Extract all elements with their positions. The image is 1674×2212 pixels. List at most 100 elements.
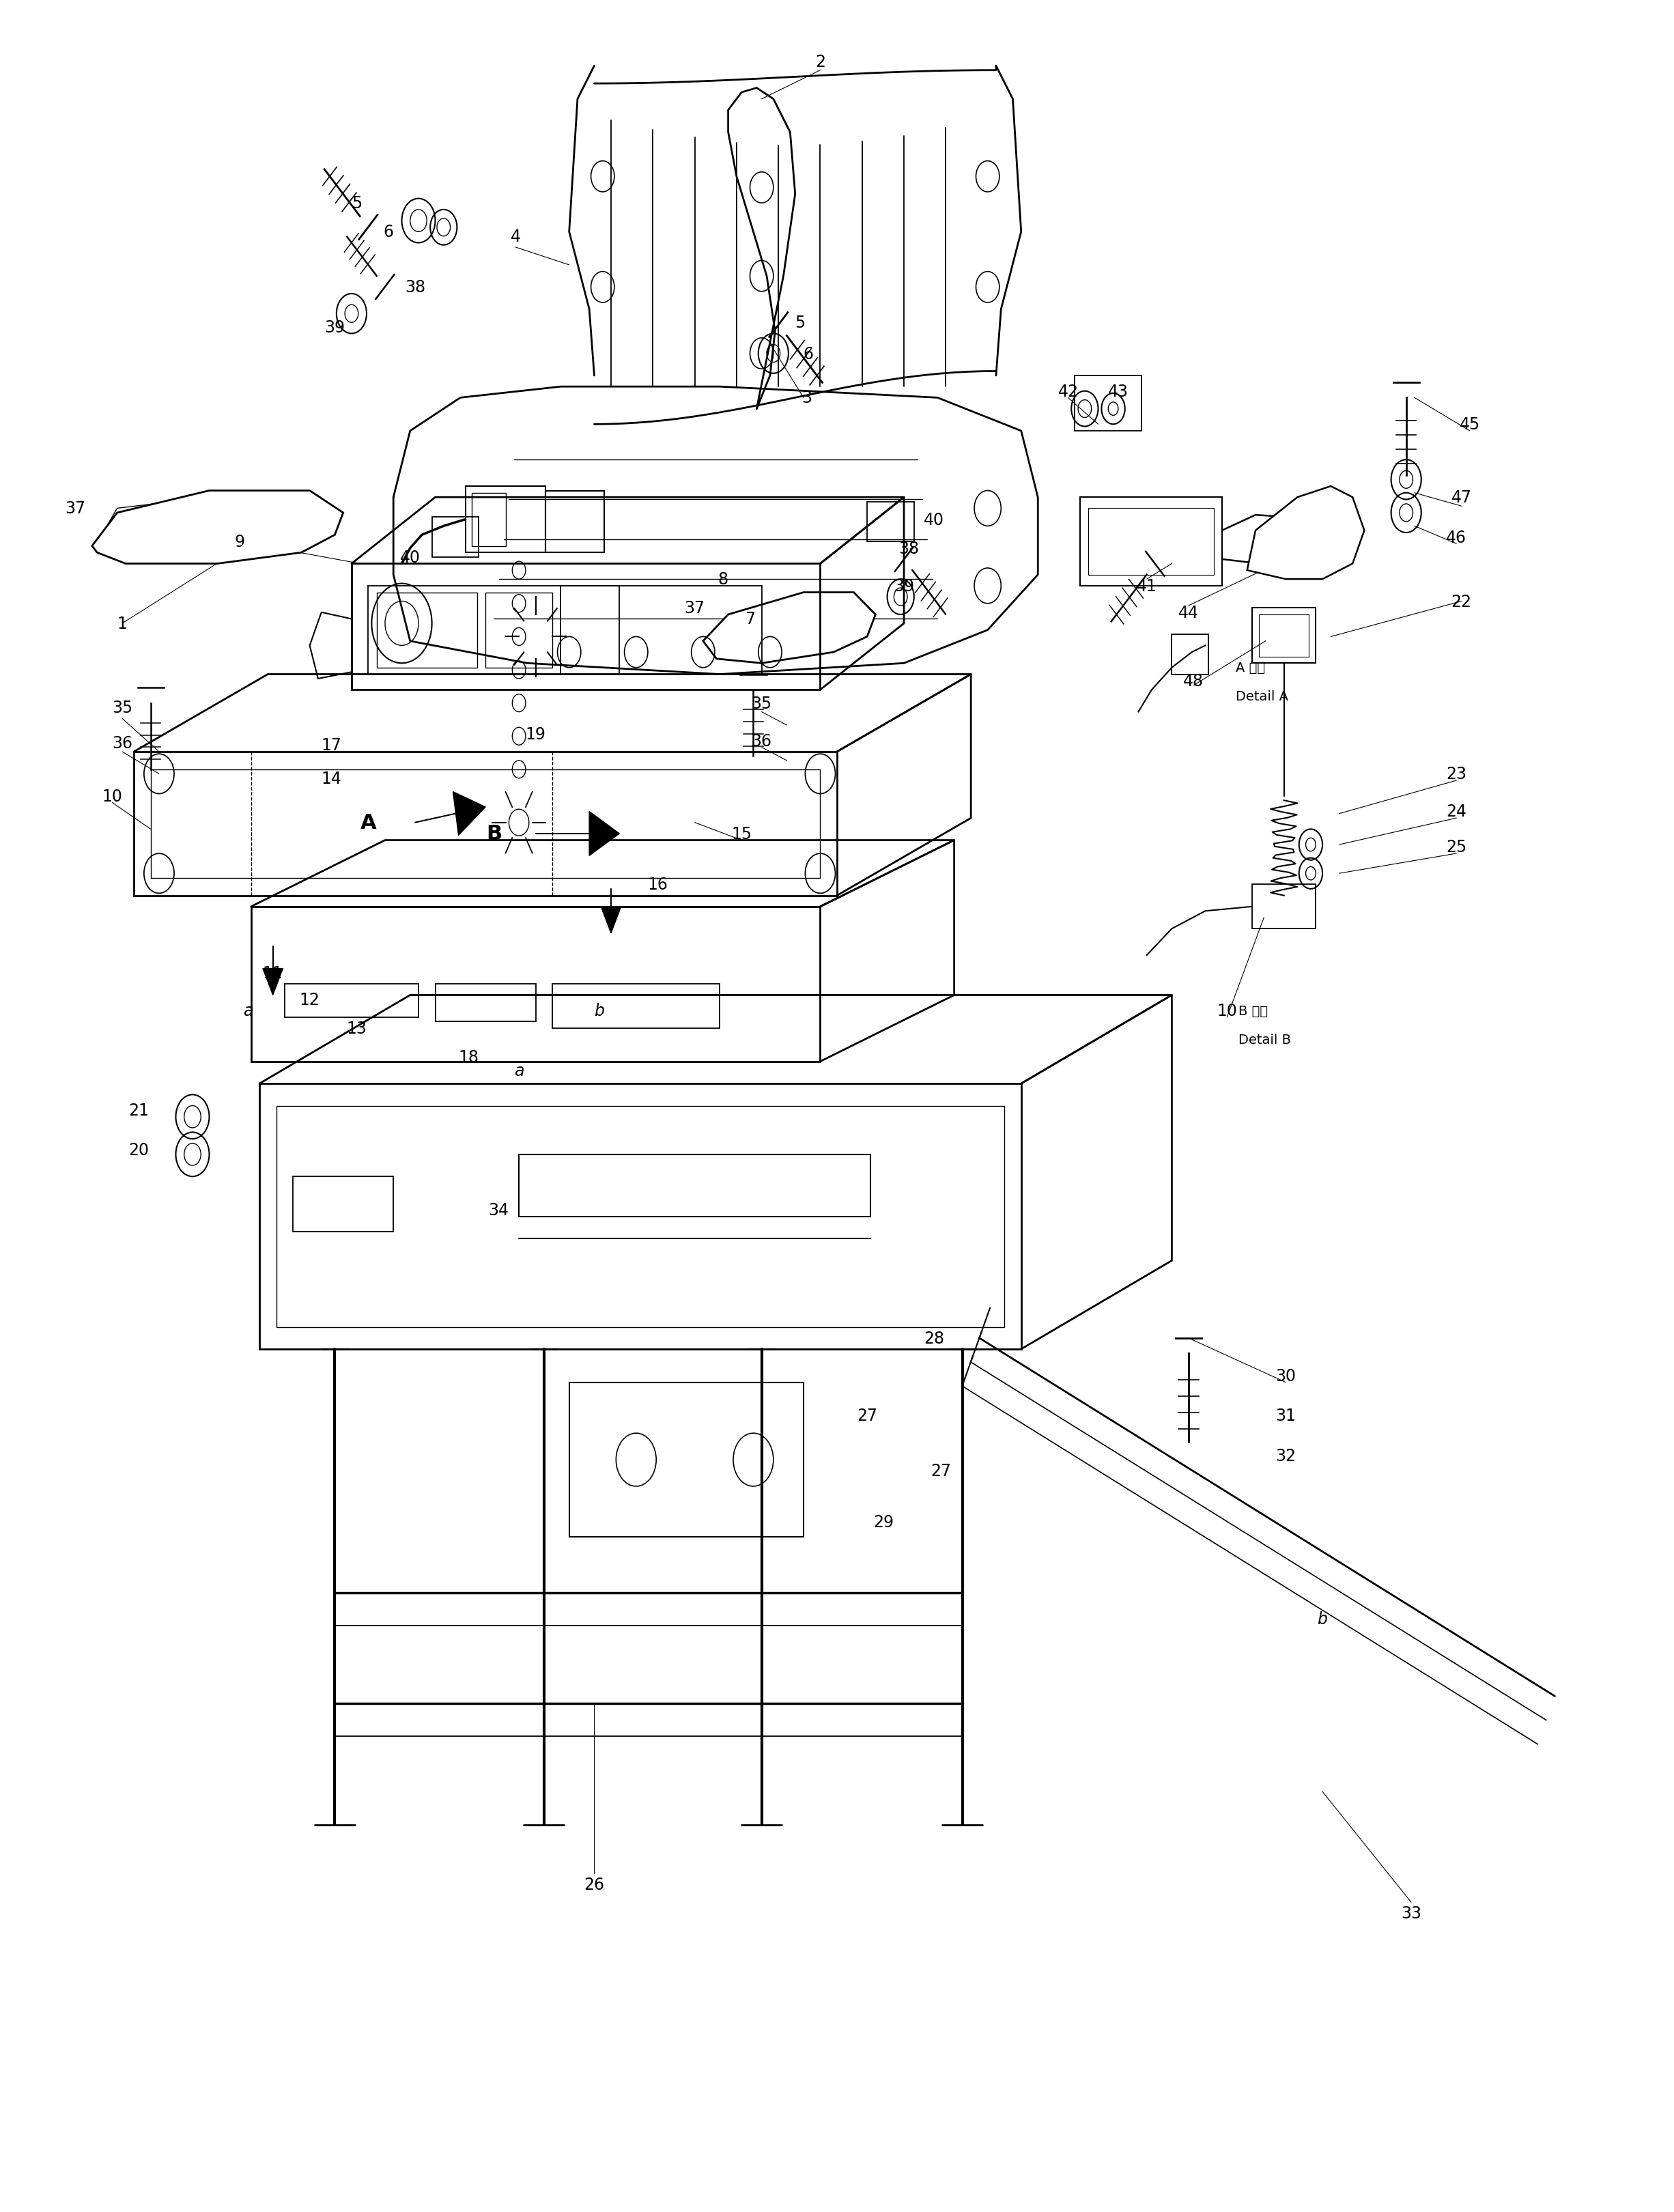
Text: 31: 31 (1276, 1407, 1296, 1425)
Bar (1088, 509, 1214, 575)
Text: 9: 9 (234, 533, 244, 551)
Text: Detail A: Detail A (1235, 690, 1287, 703)
Text: 44: 44 (1178, 604, 1199, 622)
Polygon shape (454, 792, 485, 836)
Bar (285, 984, 418, 1018)
Text: 40: 40 (924, 511, 944, 529)
Bar (1259, 615, 1309, 657)
Text: 17: 17 (321, 737, 341, 754)
Polygon shape (589, 812, 619, 856)
Text: 39: 39 (325, 319, 345, 336)
Text: 40: 40 (400, 549, 420, 566)
Polygon shape (92, 491, 343, 564)
Text: 18: 18 (459, 1048, 479, 1066)
Text: 23: 23 (1446, 765, 1466, 783)
Bar (561, 586, 762, 675)
Text: B: B (485, 825, 502, 843)
Text: 24: 24 (1446, 803, 1466, 821)
Text: 43: 43 (1108, 383, 1128, 400)
Text: 34: 34 (489, 1201, 509, 1219)
Bar (435, 984, 536, 1022)
Text: 6: 6 (383, 223, 393, 241)
Bar (485, 593, 552, 668)
Polygon shape (263, 969, 283, 995)
Text: 22: 22 (1451, 593, 1471, 611)
Text: b: b (1317, 1610, 1327, 1628)
Bar (1075, 376, 1142, 431)
Text: 33: 33 (1401, 1905, 1421, 1922)
Text: 36: 36 (752, 732, 772, 750)
Text: 8: 8 (718, 571, 728, 588)
Text: 5: 5 (795, 314, 805, 332)
Text: Detail B: Detail B (1239, 1033, 1291, 1046)
Text: 4: 4 (511, 228, 521, 246)
Text: a: a (243, 1002, 253, 1020)
Bar (552, 984, 720, 1029)
Text: 10: 10 (102, 787, 122, 805)
Bar (259, 1084, 1021, 1349)
Text: 21: 21 (129, 1102, 149, 1119)
Text: A: A (360, 814, 377, 832)
Bar (251, 907, 820, 1062)
Text: 36: 36 (112, 734, 132, 752)
Text: 5: 5 (352, 195, 362, 212)
Text: 35: 35 (112, 699, 132, 717)
Text: 26: 26 (584, 1876, 604, 1893)
Text: 29: 29 (874, 1513, 894, 1531)
Text: 38: 38 (899, 540, 919, 557)
Text: 42: 42 (1058, 383, 1078, 400)
Text: 39: 39 (894, 577, 914, 595)
Text: 15: 15 (732, 825, 752, 843)
Bar (1252, 608, 1316, 664)
Text: 27: 27 (931, 1462, 951, 1480)
Bar (293, 1177, 393, 1232)
Text: 47: 47 (1451, 489, 1471, 507)
Text: 38: 38 (405, 279, 425, 296)
Text: 37: 37 (685, 599, 705, 617)
Bar (352, 564, 820, 690)
Bar (569, 1382, 804, 1537)
Bar (377, 593, 477, 668)
Text: 19: 19 (526, 726, 546, 743)
Text: 16: 16 (648, 876, 668, 894)
Text: 35: 35 (752, 695, 772, 712)
Bar (368, 586, 619, 675)
Text: 7: 7 (745, 611, 755, 628)
Bar (276, 1106, 1004, 1327)
Text: 14: 14 (321, 770, 341, 787)
Text: 37: 37 (65, 500, 85, 518)
Text: 27: 27 (857, 1407, 877, 1425)
Bar (432, 518, 479, 557)
Bar (465, 487, 546, 553)
Bar (867, 502, 914, 542)
Text: 1: 1 (117, 615, 127, 633)
Text: 6: 6 (804, 345, 814, 363)
Polygon shape (1247, 487, 1364, 580)
Text: A 詳細: A 詳細 (1235, 661, 1266, 675)
Text: 41: 41 (1137, 577, 1157, 595)
Text: a: a (514, 1062, 524, 1079)
Bar (1252, 885, 1316, 929)
Text: 48: 48 (1184, 672, 1204, 690)
Polygon shape (703, 593, 876, 664)
Text: 46: 46 (1446, 529, 1466, 546)
Text: 30: 30 (1276, 1367, 1296, 1385)
Text: 45: 45 (1460, 416, 1480, 434)
Bar (134, 752, 837, 896)
Bar (1080, 498, 1222, 586)
Text: 28: 28 (924, 1329, 944, 1347)
Text: 10: 10 (1217, 1002, 1237, 1020)
Bar (151, 770, 820, 878)
Text: 25: 25 (1446, 838, 1466, 856)
Polygon shape (601, 907, 621, 933)
Bar (519, 1155, 870, 1217)
Bar (546, 491, 604, 553)
Bar (1172, 635, 1209, 675)
Text: 32: 32 (1276, 1447, 1296, 1464)
Text: 12: 12 (300, 991, 320, 1009)
Text: 11: 11 (263, 964, 283, 982)
Text: B 詳細: B 詳細 (1239, 1004, 1269, 1018)
Bar (472, 493, 506, 546)
Text: 2: 2 (815, 53, 825, 71)
Text: 3: 3 (802, 389, 812, 407)
